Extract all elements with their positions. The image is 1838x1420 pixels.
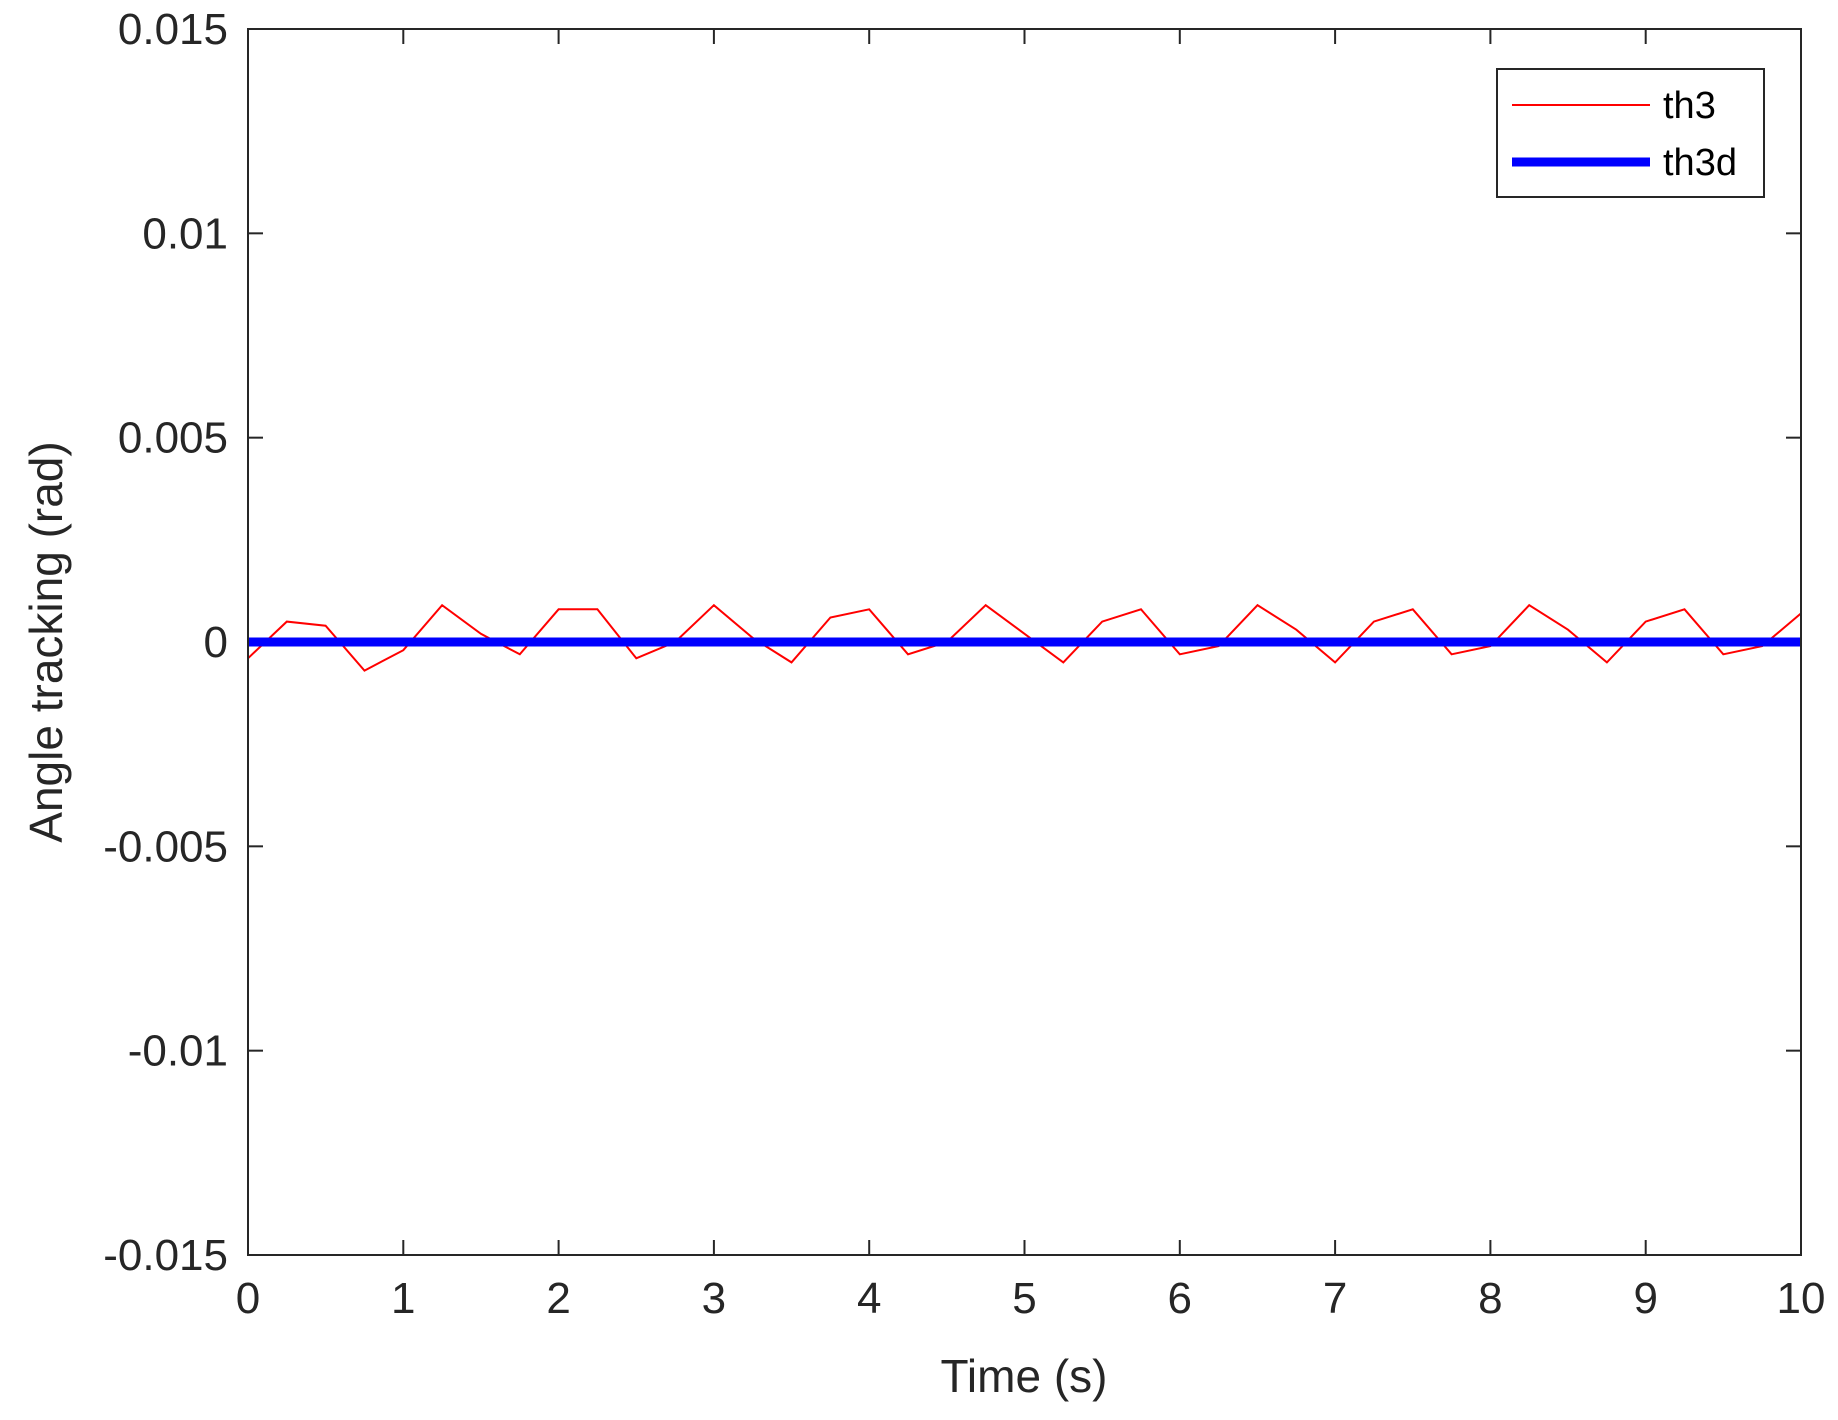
y-tick-label: -0.015 [103, 1231, 228, 1280]
legend-label-th3d: th3d [1663, 142, 1737, 184]
x-tick-label: 5 [1012, 1274, 1036, 1323]
x-tick-label: 1 [391, 1274, 415, 1323]
x-tick-label: 7 [1323, 1274, 1347, 1323]
x-tick-labels: 0 1 2 3 4 5 6 7 8 9 10 [236, 1274, 1826, 1323]
y-tick-label: 0.015 [118, 5, 228, 54]
x-axis-label: Time (s) [941, 1350, 1108, 1402]
x-tick-label: 3 [702, 1274, 726, 1323]
y-tick-label: -0.005 [103, 822, 228, 871]
series-line-th3 [247, 603, 1802, 672]
x-tick-label: 2 [546, 1274, 570, 1323]
x-tick-label: 4 [857, 1274, 881, 1323]
y-axis-label: Angle tracking (rad) [20, 441, 72, 842]
y-tick-label: 0 [204, 618, 228, 667]
legend: th3 th3d [1496, 68, 1765, 198]
x-tick-label: 6 [1168, 1274, 1192, 1323]
plot-frame [247, 28, 1802, 1256]
legend-box [1496, 68, 1765, 198]
y-tick-label: -0.01 [128, 1027, 228, 1076]
y-tick-labels: 0.015 0.01 0.005 0 -0.005 -0.01 -0.015 [103, 5, 228, 1280]
x-tick-label: 8 [1478, 1274, 1502, 1323]
x-tick-label: 9 [1633, 1274, 1657, 1323]
y-tick-label: 0.005 [118, 414, 228, 463]
legend-label-th3: th3 [1663, 85, 1716, 127]
series-layer [247, 603, 1802, 672]
x-tick-label: 0 [236, 1274, 260, 1323]
y-tick-label: 0.01 [142, 209, 228, 258]
x-tick-label: 10 [1777, 1274, 1826, 1323]
